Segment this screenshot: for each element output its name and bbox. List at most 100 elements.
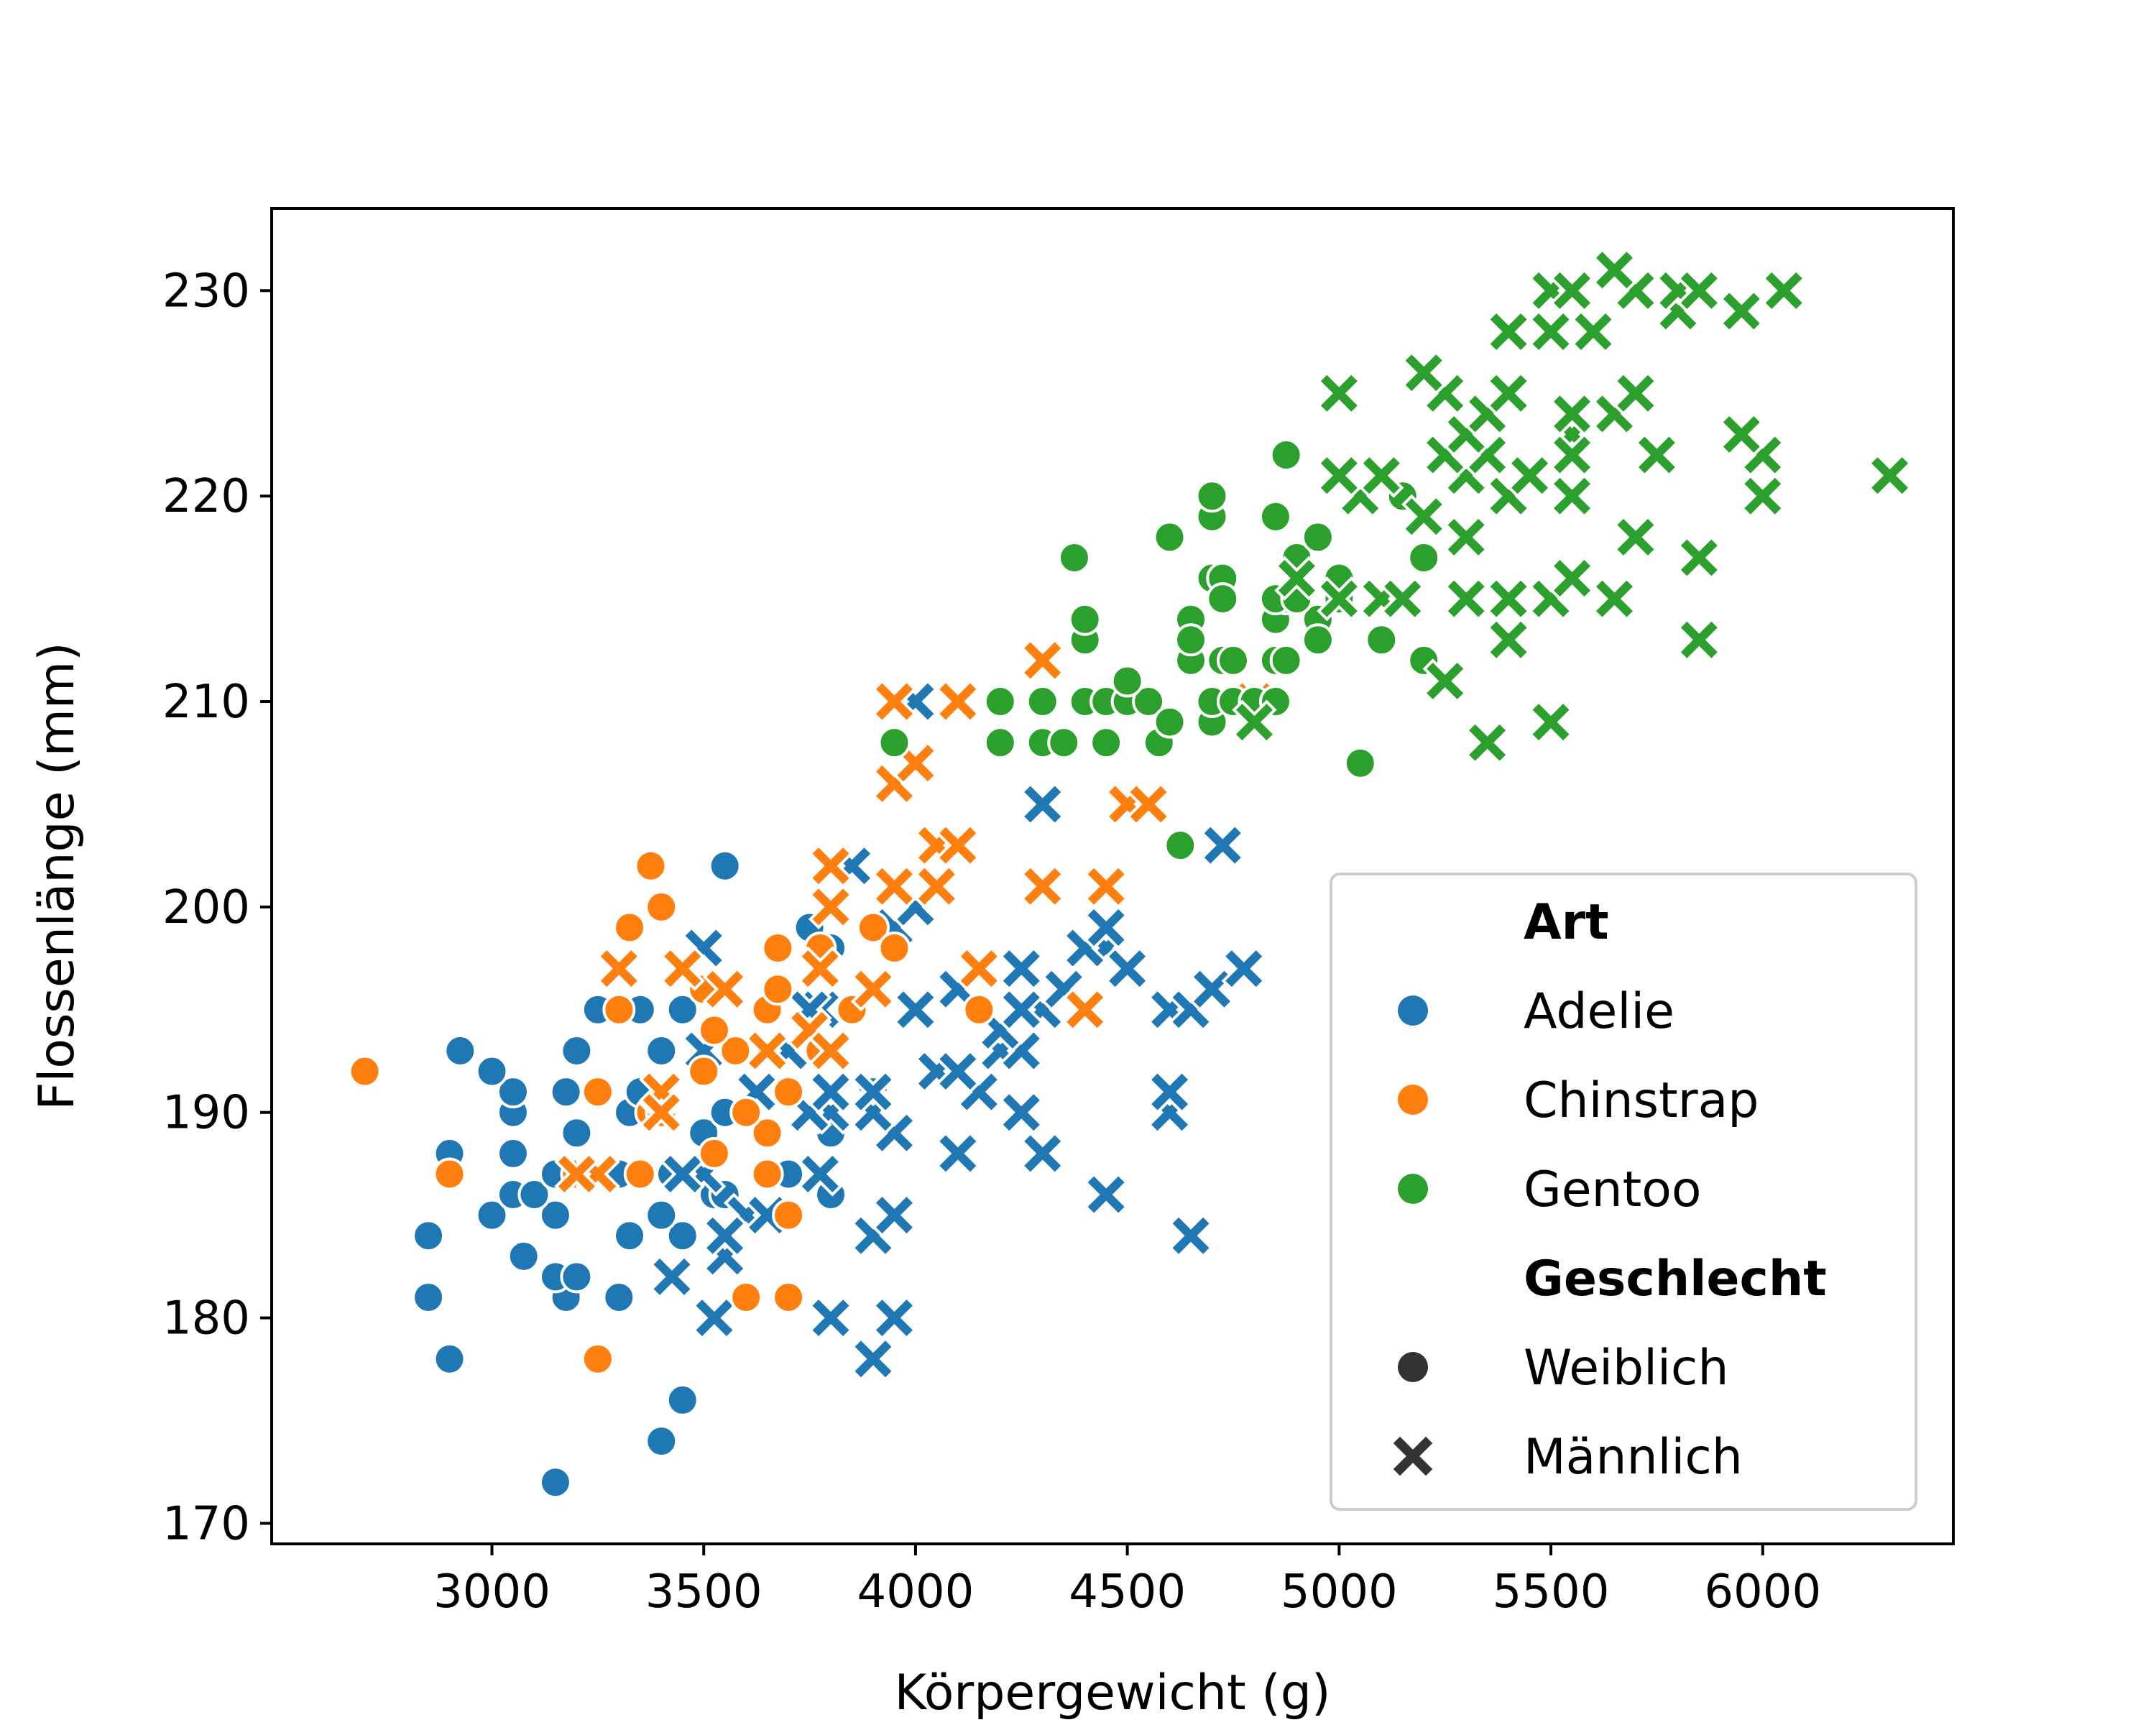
point-adelie-female	[645, 1425, 678, 1458]
point-adelie-male	[1020, 781, 1065, 827]
point-chinstrap-female	[581, 1342, 614, 1376]
x-tick-label: 6000	[1704, 1565, 1821, 1619]
point-adelie-male	[808, 1069, 854, 1115]
point-gentoo-male	[1677, 268, 1722, 313]
point-gentoo-male	[1634, 432, 1680, 478]
point-chinstrap-male	[660, 946, 705, 991]
legend-marker-chinstrap	[1398, 1085, 1428, 1115]
point-adelie-male	[660, 1151, 705, 1197]
point-adelie-female	[560, 1034, 594, 1067]
point-adelie-female	[665, 993, 699, 1026]
point-chinstrap-female	[348, 1054, 382, 1088]
point-gentoo-female	[1301, 623, 1335, 657]
legend-box	[1330, 873, 1917, 1511]
point-gentoo-male	[1274, 556, 1319, 601]
legend-marker-male	[1393, 1436, 1433, 1476]
plot-frame	[270, 207, 1955, 1545]
point-adelie-female	[475, 1054, 509, 1088]
point-chinstrap-female	[750, 1157, 784, 1191]
point-adelie-female	[645, 1198, 678, 1232]
point-chinstrap-female	[962, 993, 996, 1026]
point-chinstrap-male	[745, 1028, 790, 1074]
point-adelie-male	[1020, 1131, 1065, 1177]
point-chinstrap-male	[798, 946, 843, 991]
point-adelie-male	[1221, 946, 1266, 991]
point-adelie-female	[475, 1198, 509, 1232]
point-gentoo-female	[1301, 520, 1335, 554]
point-gentoo-male	[1677, 617, 1722, 663]
point-gentoo-male	[1485, 309, 1531, 354]
point-adelie-male	[702, 1213, 747, 1259]
point-chinstrap-male	[639, 1090, 684, 1135]
point-chinstrap-female	[581, 1075, 614, 1109]
point-chinstrap-male	[1020, 638, 1065, 684]
point-chinstrap-female	[602, 993, 636, 1026]
point-chinstrap-male	[1084, 864, 1129, 909]
point-adelie-female	[412, 1280, 446, 1314]
point-gentoo-male	[1549, 556, 1595, 601]
point-chinstrap-male	[808, 1028, 854, 1074]
point-chinstrap-female	[634, 849, 668, 883]
point-gentoo-male	[1528, 699, 1574, 745]
point-chinstrap-male	[872, 864, 917, 909]
point-chinstrap-male	[935, 678, 981, 724]
point-gentoo-male	[1317, 453, 1362, 498]
point-gentoo-male	[1613, 371, 1659, 416]
point-adelie-male	[691, 1295, 737, 1340]
point-adelie-female	[538, 1198, 572, 1232]
point-chinstrap-male	[1125, 781, 1171, 827]
point-adelie-male	[798, 1151, 843, 1197]
point-chinstrap-female	[433, 1157, 466, 1191]
point-gentoo-male	[1549, 391, 1595, 436]
point-chinstrap-male	[914, 864, 959, 909]
point-adelie-female	[496, 1136, 530, 1170]
point-gentoo-female	[1132, 685, 1166, 719]
point-gentoo-female	[1343, 746, 1377, 780]
point-gentoo-male	[1317, 576, 1362, 622]
point-gentoo-female	[1153, 705, 1187, 739]
point-chinstrap-female	[687, 1054, 721, 1088]
point-adelie-female	[549, 1075, 583, 1109]
point-gentoo-male	[1401, 494, 1447, 539]
point-gentoo-male	[1867, 453, 1912, 498]
x-tick-label: 3000	[433, 1565, 550, 1619]
x-axis-label: Körpergewicht (g)	[894, 1665, 1330, 1721]
point-chinstrap-male	[935, 822, 981, 868]
point-chinstrap-male	[1062, 987, 1107, 1032]
point-adelie-male	[1105, 946, 1150, 991]
point-chinstrap-female	[761, 972, 795, 1006]
point-adelie-female	[665, 1219, 699, 1253]
point-adelie-female	[613, 1219, 647, 1253]
point-gentoo-female	[1216, 643, 1250, 677]
x-tick-label: 4500	[1069, 1565, 1186, 1619]
point-gentoo-female	[1089, 726, 1123, 760]
point-gentoo-male	[1317, 371, 1362, 416]
point-gentoo-male	[1740, 474, 1785, 519]
point-chinstrap-female	[613, 911, 647, 944]
point-gentoo-female	[1365, 623, 1399, 657]
point-adelie-female	[507, 1239, 540, 1273]
point-chinstrap-male	[957, 946, 1002, 991]
point-adelie-female	[538, 1466, 572, 1499]
x-axis: 3000 3500 4000 4500 5000 5500 6000	[433, 1544, 1821, 1619]
point-adelie-male	[808, 1295, 854, 1340]
point-gentoo-female	[1026, 685, 1059, 719]
point-adelie-male	[850, 1336, 896, 1381]
point-gentoo-male	[1232, 699, 1277, 745]
y-tick-label: 220	[162, 470, 250, 523]
point-gentoo-female	[1407, 540, 1441, 574]
point-gentoo-male	[1444, 515, 1489, 560]
point-chinstrap-male	[596, 946, 642, 991]
point-gentoo-female	[983, 726, 1017, 760]
point-chinstrap-female	[856, 911, 890, 944]
legend-label-male: Männlich	[1524, 1429, 1743, 1486]
point-gentoo-female	[1047, 726, 1081, 760]
point-gentoo-male	[1549, 268, 1595, 313]
point-gentoo-male	[1549, 474, 1595, 519]
legend-title-sex: Geschlecht	[1524, 1251, 1827, 1307]
point-gentoo-male	[1485, 576, 1531, 622]
legend-title-species: Art	[1524, 894, 1609, 951]
point-chinstrap-female	[697, 1136, 731, 1170]
legend-label-chinstrap: Chinstrap	[1524, 1072, 1759, 1129]
point-adelie-male	[935, 1049, 981, 1094]
